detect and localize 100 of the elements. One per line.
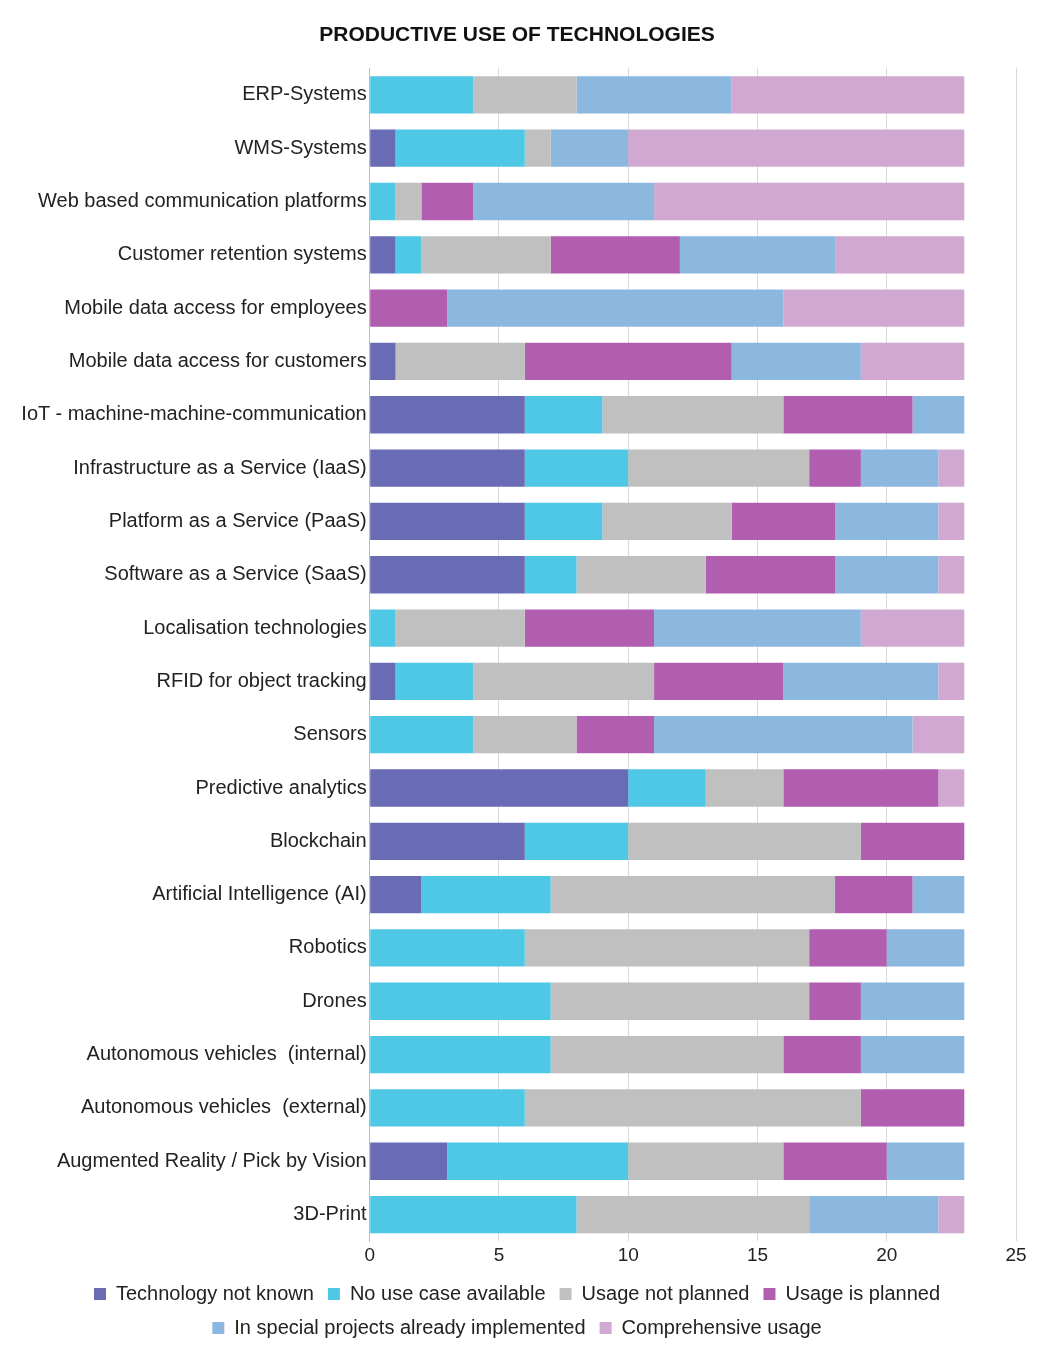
y-tick-label: Blockchain xyxy=(269,828,367,851)
bar xyxy=(524,822,629,860)
bar xyxy=(731,76,965,114)
bar xyxy=(550,982,810,1020)
bar xyxy=(783,396,913,434)
bar xyxy=(576,76,732,114)
bar xyxy=(679,236,836,274)
y-tick-label: ERP-Systems xyxy=(242,82,367,105)
bar xyxy=(809,929,887,967)
bar xyxy=(938,556,965,594)
bar xyxy=(628,769,706,807)
bar xyxy=(395,236,422,274)
bar xyxy=(370,182,396,221)
bar xyxy=(860,1035,965,1074)
y-tick-label: 3D-Print xyxy=(293,1202,368,1225)
bar xyxy=(783,662,939,701)
bar xyxy=(447,1142,629,1180)
bar xyxy=(395,662,474,701)
bar xyxy=(783,769,939,807)
bar xyxy=(705,769,784,807)
y-tick-label: Mobile data access for customers xyxy=(68,348,367,371)
y-tick-label: Mobile data access for employees xyxy=(64,295,367,318)
bar xyxy=(524,1089,861,1127)
bar xyxy=(576,1195,810,1234)
x-tick-label: 15 xyxy=(746,1243,769,1265)
bar xyxy=(524,396,603,434)
bar xyxy=(524,449,629,487)
bar xyxy=(370,1142,448,1180)
x-tick-label: 0 xyxy=(364,1243,375,1265)
bar xyxy=(370,769,629,807)
y-tick-label: RFID for object tracking xyxy=(156,668,367,691)
bar xyxy=(809,1195,939,1234)
bar xyxy=(524,129,551,167)
bar xyxy=(809,449,861,487)
bar xyxy=(421,236,551,274)
y-tick-label: Platform as a Service (PaaS) xyxy=(108,508,367,531)
bar xyxy=(783,1142,887,1180)
y-tick-label: Sensors xyxy=(293,722,367,745)
bar xyxy=(835,502,939,541)
bar xyxy=(835,875,913,914)
bar xyxy=(395,609,525,647)
bar xyxy=(524,609,655,647)
bar xyxy=(835,556,939,594)
bar xyxy=(395,182,422,221)
y-tick-label: Web based communication platforms xyxy=(38,189,367,212)
bar xyxy=(860,982,965,1020)
bar xyxy=(370,716,474,754)
legend-label: Comprehensive usage xyxy=(621,1315,822,1338)
bar xyxy=(938,449,965,487)
legend-label: No use case available xyxy=(349,1281,546,1304)
bar xyxy=(654,182,965,221)
bar xyxy=(602,502,732,541)
bar xyxy=(524,556,577,594)
bar xyxy=(473,716,577,754)
bar xyxy=(835,236,965,274)
bar xyxy=(370,342,396,381)
y-tick-label: Localisation technologies xyxy=(143,615,367,638)
y-tick-label: Robotics xyxy=(288,935,367,958)
legend-label: Usage not planned xyxy=(581,1281,750,1304)
bar xyxy=(938,502,965,541)
y-tick-label: Autonomous vehicles (internal) xyxy=(86,1042,367,1065)
bar xyxy=(860,822,965,860)
bar xyxy=(654,662,784,701)
bar xyxy=(524,342,732,381)
bar xyxy=(370,396,525,434)
bar xyxy=(550,236,680,274)
bar xyxy=(809,982,861,1020)
chart-title: PRODUCTIVE USE OF TECHNOLOGIES xyxy=(319,22,715,46)
legend-label: In special projects already implemented xyxy=(234,1315,586,1338)
bar xyxy=(731,502,836,541)
bar xyxy=(370,129,396,167)
bar xyxy=(731,342,861,381)
bar xyxy=(524,929,810,967)
bar xyxy=(628,449,810,487)
bar xyxy=(473,662,655,701)
bar xyxy=(938,769,965,807)
bar xyxy=(912,716,965,754)
bar xyxy=(370,822,525,860)
bar xyxy=(860,342,965,381)
bar xyxy=(886,1142,965,1180)
bar xyxy=(370,289,448,327)
bar xyxy=(370,609,396,647)
bar xyxy=(912,396,965,434)
bar xyxy=(370,929,525,967)
bar xyxy=(370,449,525,487)
bar xyxy=(628,1142,784,1180)
bar xyxy=(473,76,577,114)
bar xyxy=(524,502,603,541)
bar xyxy=(886,929,965,967)
bar xyxy=(912,875,965,914)
bar xyxy=(860,449,939,487)
y-tick-label: Customer retention systems xyxy=(117,242,367,265)
x-tick-label: 10 xyxy=(617,1243,639,1265)
x-tick-label: 20 xyxy=(876,1243,898,1265)
bar xyxy=(370,76,474,114)
bar xyxy=(628,129,965,167)
bar xyxy=(628,822,861,860)
bar xyxy=(370,1035,551,1074)
bar xyxy=(370,1089,525,1127)
bar xyxy=(395,129,525,167)
